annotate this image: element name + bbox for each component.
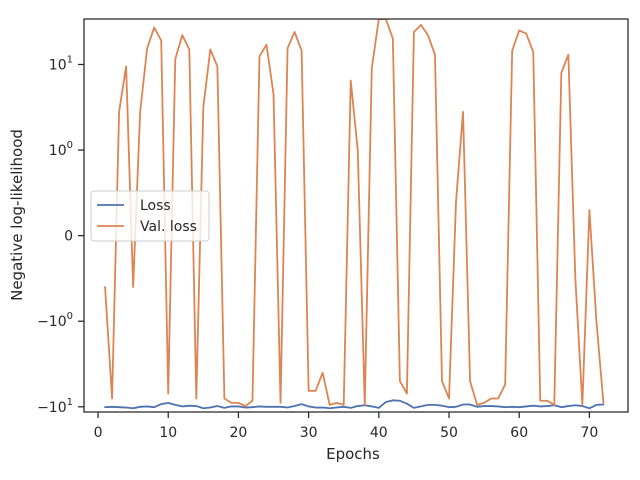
y-tick-label: −100 <box>37 311 73 330</box>
x-tick-label: 30 <box>300 425 318 441</box>
legend: Loss Val. loss <box>90 190 210 242</box>
legend-box <box>90 190 210 242</box>
x-tick-label: 60 <box>510 425 528 441</box>
y-axis-label: Negative log-likelihood <box>8 129 26 301</box>
legend-label-loss: Loss <box>140 198 171 214</box>
x-axis: 0 10 20 30 40 50 60 70 <box>94 412 598 441</box>
y-tick-label: −101 <box>37 397 73 416</box>
x-tick-label: 10 <box>159 425 177 441</box>
x-tick-label: 40 <box>370 425 388 441</box>
y-tick-label: 100 <box>49 140 73 159</box>
plot-frame <box>83 18 629 413</box>
legend-label-val-loss: Val. loss <box>140 219 197 235</box>
series-line-loss <box>104 399 605 410</box>
x-tick-label: 20 <box>230 425 248 441</box>
x-tick-label: 50 <box>440 425 458 441</box>
y-tick-label: 101 <box>49 54 73 73</box>
y-tick-label: 0 <box>64 229 73 245</box>
x-tick-label: 0 <box>94 425 103 441</box>
y-axis: −101 −100 0 100 101 <box>37 54 84 416</box>
x-axis-label: Epochs <box>326 445 380 463</box>
x-tick-label: 70 <box>580 425 598 441</box>
plot-lines <box>104 19 605 410</box>
series-line-val-loss <box>104 19 605 407</box>
